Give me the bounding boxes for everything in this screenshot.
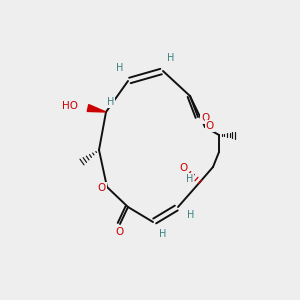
Text: H: H (159, 229, 167, 239)
Text: H: H (187, 210, 195, 220)
Text: O: O (115, 227, 123, 237)
Text: H: H (186, 174, 194, 184)
Text: H: H (116, 63, 124, 73)
Text: O: O (180, 163, 188, 173)
Text: O: O (206, 121, 214, 131)
Text: O: O (201, 113, 209, 123)
Text: H: H (167, 53, 175, 63)
Text: O: O (98, 183, 106, 193)
Polygon shape (87, 105, 106, 112)
Text: H: H (107, 97, 115, 107)
Text: HO: HO (62, 101, 78, 111)
